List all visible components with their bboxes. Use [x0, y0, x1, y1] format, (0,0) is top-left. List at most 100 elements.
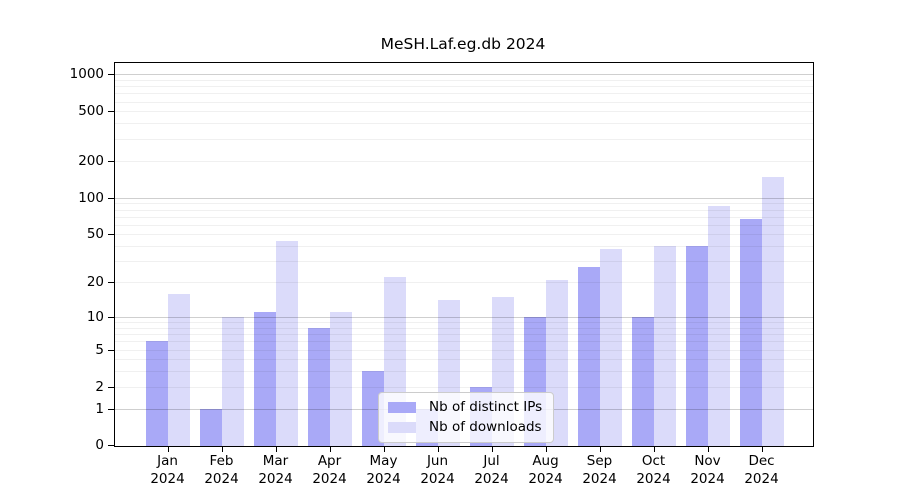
y-tick-label: 2	[95, 378, 104, 395]
y-tick-label: 5	[95, 341, 104, 358]
x-tick-label: Jul 2024	[474, 453, 509, 487]
x-tick-label: Nov 2024	[690, 453, 725, 487]
major-gridline	[115, 197, 813, 199]
x-tick-label: Sep 2024	[582, 453, 617, 487]
y-tick-label: 10	[86, 308, 104, 325]
bar--downloads-dec-2024	[761, 176, 784, 446]
minor-gridline	[115, 111, 813, 113]
minor-gridline	[115, 341, 813, 343]
plot-area: Nb of distinct IPs Nb of downloads 0 1 2 5 10…	[70, 62, 814, 487]
y-tick-mark	[108, 408, 114, 410]
x-tick-mark	[221, 447, 223, 452]
major-gridline	[115, 74, 813, 76]
bar--downloads-oct-2024	[653, 246, 676, 446]
y-tick-label: 1	[95, 400, 104, 417]
bar--downloads-mar-2024	[275, 241, 298, 446]
x-tick-mark	[383, 447, 385, 452]
y-tick-label: 50	[86, 226, 104, 243]
bar--distinct-ips-sep-2024	[577, 266, 600, 446]
grid-layer	[115, 63, 813, 446]
minor-gridline	[115, 322, 813, 324]
bar--distinct-ips-dec-2024	[739, 218, 762, 446]
y-tick-mark	[108, 349, 114, 351]
bar--downloads-jan-2024	[167, 293, 190, 446]
x-tick-mark	[437, 447, 439, 452]
minor-gridline	[115, 101, 813, 103]
y-tick-label: 0	[95, 437, 104, 453]
y-tick-label: 100	[78, 189, 104, 206]
chart-title: MeSH.Laf.eg.db 2024	[380, 35, 546, 53]
minor-gridline	[115, 209, 813, 211]
minor-gridline	[115, 282, 813, 284]
minor-gridline	[115, 327, 813, 329]
bar--downloads-nov-2024	[707, 206, 730, 446]
legend-label: Nb of distinct IPs	[429, 399, 543, 415]
x-tick-mark	[491, 447, 493, 452]
y-tick-label: 20	[86, 274, 104, 291]
x-tick-label: Dec 2024	[744, 453, 779, 487]
major-gridline	[115, 316, 813, 318]
minor-gridline	[115, 93, 813, 95]
minor-gridline	[115, 386, 813, 388]
x-tick-mark	[707, 447, 709, 452]
x-tick-label: Aug 2024	[528, 453, 563, 487]
y-tick-mark	[108, 386, 114, 388]
legend-swatch--downloads	[388, 422, 416, 433]
minor-gridline	[115, 261, 813, 263]
minor-gridline	[115, 234, 813, 236]
bar--distinct-ips-feb-2024	[199, 408, 222, 446]
minor-gridline	[115, 216, 813, 218]
y-tick-mark	[108, 74, 114, 76]
x-tick-label: Jun 2024	[420, 453, 455, 487]
bar--downloads-feb-2024	[221, 316, 244, 446]
x-tick-label: Oct 2024	[636, 453, 671, 487]
minor-gridline	[115, 203, 813, 205]
legend-item: Nb of downloads	[388, 420, 542, 435]
minor-gridline	[115, 79, 813, 81]
y-tick-mark	[108, 282, 114, 284]
legend-item: Nb of distinct IPs	[388, 400, 542, 415]
x-tick-mark	[167, 447, 169, 452]
x-tick-label: Feb 2024	[204, 453, 239, 487]
minor-gridline	[115, 138, 813, 140]
minor-gridline	[115, 86, 813, 88]
minor-gridline	[115, 123, 813, 125]
y-tick-label: 500	[78, 103, 104, 120]
x-tick-mark	[545, 447, 547, 452]
bar--distinct-ips-nov-2024	[685, 246, 708, 446]
legend-swatch--distinct-ips	[388, 402, 416, 413]
legend-label: Nb of downloads	[429, 419, 542, 435]
y-tick-mark	[108, 197, 114, 199]
minor-gridline	[115, 371, 813, 373]
x-tick-mark	[599, 447, 601, 452]
y-tick-mark	[108, 316, 114, 318]
x-tick-mark	[761, 447, 763, 452]
bar--distinct-ips-jan-2024	[145, 341, 168, 446]
minor-gridline	[115, 349, 813, 351]
bar--distinct-ips-mar-2024	[253, 312, 276, 446]
x-tick-label: Mar 2024	[258, 453, 293, 487]
minor-gridline	[115, 359, 813, 361]
minor-gridline	[115, 246, 813, 248]
bar--distinct-ips-oct-2024	[631, 316, 654, 446]
y-tick-mark	[108, 234, 114, 236]
x-tick-mark	[275, 447, 277, 452]
bar--downloads-sep-2024	[599, 248, 622, 446]
y-tick-label: 1000	[69, 66, 104, 83]
legend: Nb of distinct IPs Nb of downloads	[378, 392, 555, 443]
x-tick-label: Jan 2024	[150, 453, 185, 487]
minor-gridline	[115, 160, 813, 162]
minor-gridline	[115, 224, 813, 226]
y-tick-mark	[108, 111, 114, 113]
x-tick-mark	[653, 447, 655, 452]
bar--downloads-apr-2024	[329, 312, 352, 446]
y-tick-label: 200	[78, 152, 104, 169]
y-tick-mark	[108, 160, 114, 162]
x-tick-mark	[329, 447, 331, 452]
y-tick-mark	[108, 445, 114, 446]
bar--distinct-ips-apr-2024	[307, 327, 330, 446]
x-tick-label: May 2024	[366, 453, 401, 487]
minor-gridline	[115, 334, 813, 336]
x-tick-label: Apr 2024	[312, 453, 347, 487]
